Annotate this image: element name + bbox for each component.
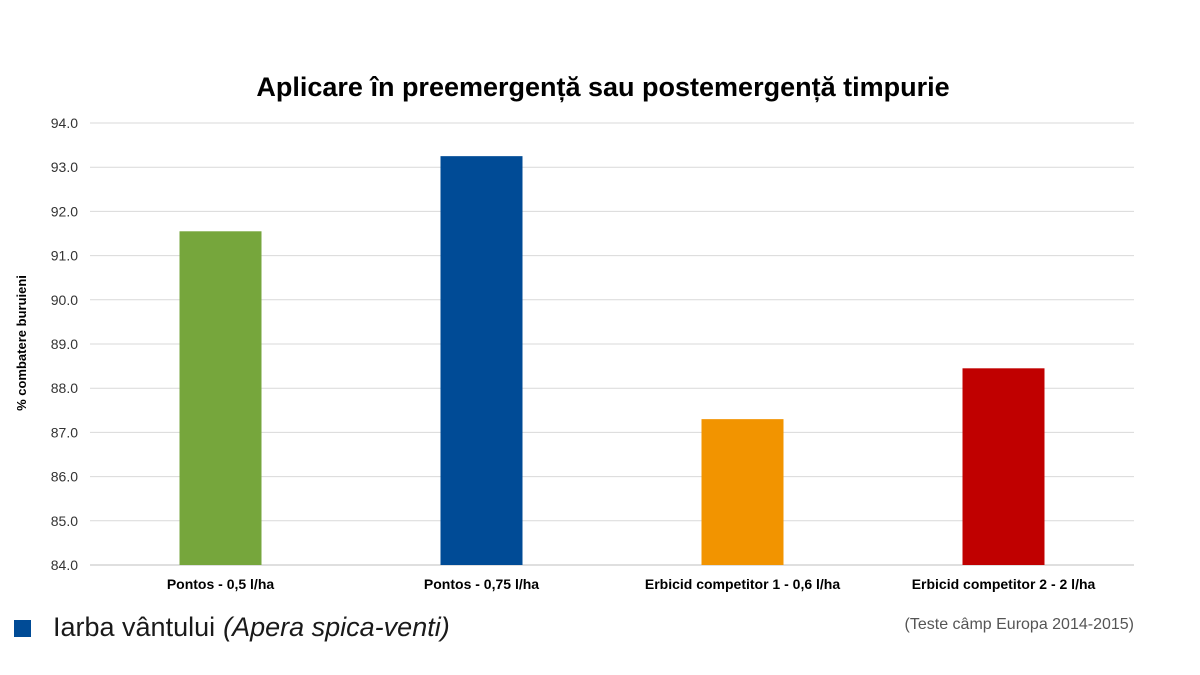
y-tick-label: 87.0 [51,424,78,440]
bar [179,231,262,566]
bars [179,156,1045,566]
x-tick-label: Pontos - 0,75 l/ha [424,576,539,592]
x-tick-label: Erbicid competitor 2 - 2 l/ha [912,576,1096,592]
legend-label-italic: (Apera spica-venti) [223,612,450,642]
gridlines [90,122,1134,566]
y-tick-label: 85.0 [51,513,78,529]
y-tick-label: 90.0 [51,292,78,308]
x-tick-label: Erbicid competitor 1 - 0,6 l/ha [645,576,840,592]
bar [962,368,1045,565]
y-tick-label: 91.0 [51,248,78,264]
bar-chart: 84.0 85.0 86.0 87.0 88.0 89.0 90.0 91.0 92.0 93.0… [14,72,1134,592]
y-tick-label: 93.0 [51,159,78,175]
y-tick-label: 88.0 [51,380,78,396]
source-note: (Teste câmp Europa 2014-2015) [904,616,1134,633]
y-axis-label: % combatere buruieni [14,275,29,411]
y-tick-label: 94.0 [51,115,78,131]
y-tick-label: 86.0 [51,469,78,485]
y-tick-label: 89.0 [51,336,78,352]
bar [440,156,523,565]
x-axis-ticks: Pontos - 0,5 l/ha Pontos - 0,75 l/ha Erbic… [167,576,1096,592]
y-tick-label: 84.0 [51,557,78,573]
legend-label: Iarba vântului [53,612,216,642]
legend: Iarba vântului (Apera spica-venti) [14,612,450,643]
bar [701,419,784,565]
y-tick-label: 92.0 [51,203,78,219]
y-axis-ticks: 84.0 85.0 86.0 87.0 88.0 89.0 90.0 91.0 92.0 93.0… [51,115,78,573]
legend-swatch [14,620,31,637]
x-tick-label: Pontos - 0,5 l/ha [167,576,275,592]
chart-title: Aplicare în preemergență sau postemergen… [256,72,949,102]
